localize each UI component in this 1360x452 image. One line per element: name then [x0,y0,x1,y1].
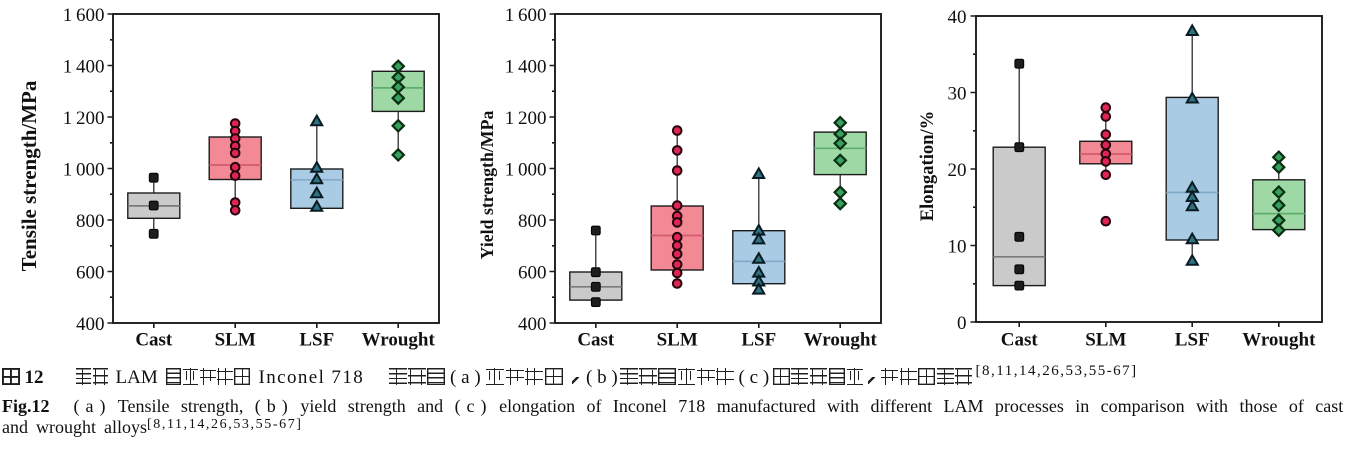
svg-text:1 600: 1 600 [63,5,105,26]
svg-text:1 400: 1 400 [505,57,547,78]
svg-text:10: 10 [948,237,967,258]
svg-text:Tensile strength/MPa: Tensile strength/MPa [17,80,41,271]
svg-text:1 200: 1 200 [63,108,105,129]
svg-text:30: 30 [948,84,967,105]
svg-text:40: 40 [948,7,967,28]
svg-text:Elongation/%: Elongation/% [917,111,938,222]
svg-text:1 600: 1 600 [505,5,547,26]
svg-text:Wrought: Wrought [362,330,436,351]
svg-text:600: 600 [76,263,105,284]
svg-text:SLM: SLM [1085,330,1126,351]
svg-text:Cast: Cast [135,330,173,351]
svg-text:Wrought: Wrought [804,330,878,351]
svg-text:1 000: 1 000 [505,160,547,181]
svg-text:1 200: 1 200 [505,108,547,129]
svg-text:LSF: LSF [1175,330,1210,351]
svg-text:LSF: LSF [741,330,776,351]
svg-text:Cast: Cast [577,330,615,351]
svg-text:0: 0 [957,313,967,334]
svg-text:400: 400 [518,314,547,335]
svg-text:600: 600 [518,263,547,284]
svg-text:Yield strength/MPa: Yield strength/MPa [477,111,497,260]
svg-text:SLM: SLM [215,330,256,351]
svg-text:1 000: 1 000 [63,160,105,181]
svg-text:Cast: Cast [1001,330,1039,351]
svg-text:20: 20 [948,160,967,181]
svg-text:LSF: LSF [299,330,334,351]
svg-text:Wrought: Wrought [1242,330,1316,351]
svg-text:800: 800 [518,211,547,232]
svg-text:1 400: 1 400 [63,57,105,78]
svg-text:800: 800 [76,211,105,232]
svg-text:400: 400 [76,314,105,335]
svg-text:SLM: SLM [657,330,698,351]
